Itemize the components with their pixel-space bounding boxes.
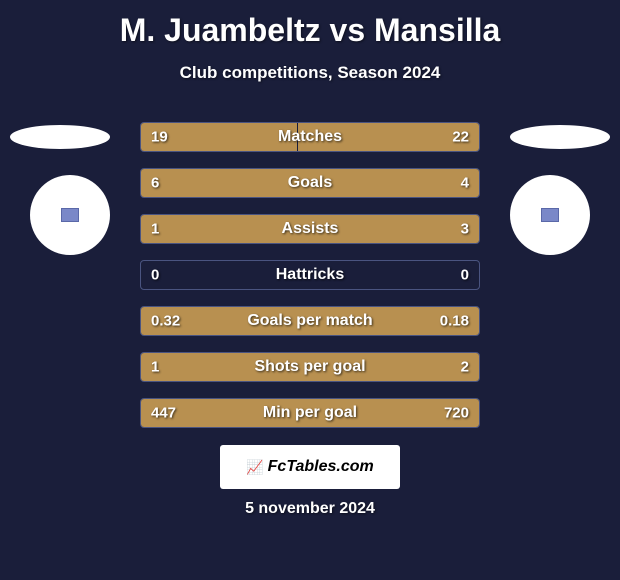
- stat-row: 00Hattricks: [140, 260, 480, 290]
- stat-row: 64Goals: [140, 168, 480, 198]
- shield-icon: [541, 208, 559, 222]
- stat-row: 12Shots per goal: [140, 352, 480, 382]
- stat-label: Matches: [141, 128, 479, 146]
- stat-label: Min per goal: [141, 404, 479, 422]
- stat-label: Assists: [141, 220, 479, 238]
- stats-container: 1922Matches 64Goals 13Assists 00Hattricks 0.…: [140, 122, 480, 444]
- player-left-avatar: [10, 125, 110, 149]
- stat-row: 13Assists: [140, 214, 480, 244]
- stat-label: Shots per goal: [141, 358, 479, 376]
- comparison-title: M. Juambeltz vs Mansilla: [0, 0, 620, 49]
- footer-date: 5 november 2024: [0, 500, 620, 518]
- stat-label: Goals: [141, 174, 479, 192]
- footer-logo-text: FcTables.com: [268, 458, 374, 476]
- stat-label: Goals per match: [141, 312, 479, 330]
- stat-row: 0.320.18Goals per match: [140, 306, 480, 336]
- player-right-team-badge: [510, 175, 590, 255]
- footer-logo: 📈 FcTables.com: [220, 445, 400, 489]
- comparison-subtitle: Club competitions, Season 2024: [0, 63, 620, 83]
- chart-icon: 📈: [246, 459, 263, 476]
- stat-row: 1922Matches: [140, 122, 480, 152]
- player-right-avatar: [510, 125, 610, 149]
- stat-row: 447720Min per goal: [140, 398, 480, 428]
- shield-icon: [61, 208, 79, 222]
- player-left-team-badge: [30, 175, 110, 255]
- stat-label: Hattricks: [141, 266, 479, 284]
